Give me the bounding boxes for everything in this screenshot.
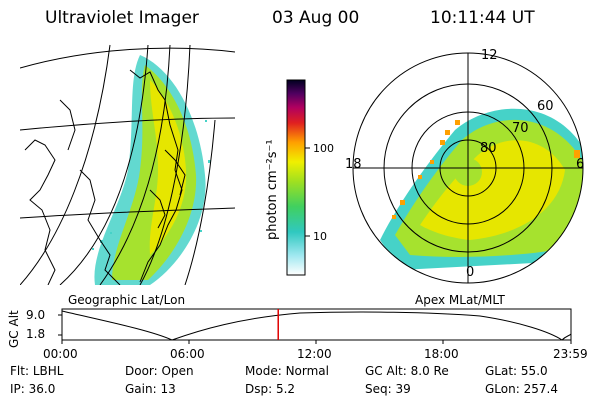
info-dsp: Dsp: 5.2 [245,382,296,396]
info-seq: Seq: 39 [365,382,411,396]
orbit-altitude-curve [61,310,572,341]
orbit-axis-label: GC Alt [7,310,21,348]
time-label: 10:11:44 UT [430,8,535,28]
info-flt: Flt: LBHL [10,364,64,378]
info-gain: Gain: 13 [125,382,176,396]
info-gc-alt: GC Alt: 8.0 Re [365,364,449,378]
orbit-ytick-9: 9.0 [26,308,45,322]
orbit-xtick-1800: 18:00 [424,347,459,361]
date-label: 03 Aug 00 [272,8,360,28]
info-ip: IP: 36.0 [10,382,56,396]
orbit-xtick-0000: 00:00 [43,347,78,361]
orbit-xtick-0600: 06:00 [170,347,205,361]
mlat-label-60: 60 [537,99,554,114]
mlt-label-18: 18 [345,157,362,172]
mlat-label-70: 70 [512,121,529,136]
colorbar [286,79,306,276]
orbit-plot: 9.0 1.8 GC Alt 00:00 06:00 12:00 18:00 2… [7,308,588,361]
colorbar-tick-10: 10 [313,230,327,243]
orbit-xtick-2359: 23:59 [553,347,588,361]
map-caption: Geographic Lat/Lon [68,293,185,307]
mlt-label-6: 6 [576,157,584,172]
polar-caption: Apex MLat/MLT [415,293,505,307]
mlat-label-80: 80 [480,141,497,156]
colorbar-tick-100: 100 [313,142,334,155]
orbit-ytick-1-8: 1.8 [26,327,45,341]
mlt-label-12: 12 [481,48,498,63]
mlt-label-0: 0 [466,265,474,280]
colorbar-unit-label: photon cm⁻²s⁻¹ [265,139,280,240]
orbit-frame [61,308,572,341]
info-door: Door: Open [125,364,194,378]
info-mode: Mode: Normal [245,364,329,378]
orbit-xtick-1200: 12:00 [297,347,332,361]
info-glat: GLat: 55.0 [485,364,548,378]
geographic-map [20,44,235,285]
polar-plot: 12 18 6 0 60 70 80 [345,48,584,284]
instrument-title: Ultraviolet Imager [45,8,199,28]
info-glon: GLon: 257.4 [485,382,558,396]
polar-aurora-core [420,140,565,240]
